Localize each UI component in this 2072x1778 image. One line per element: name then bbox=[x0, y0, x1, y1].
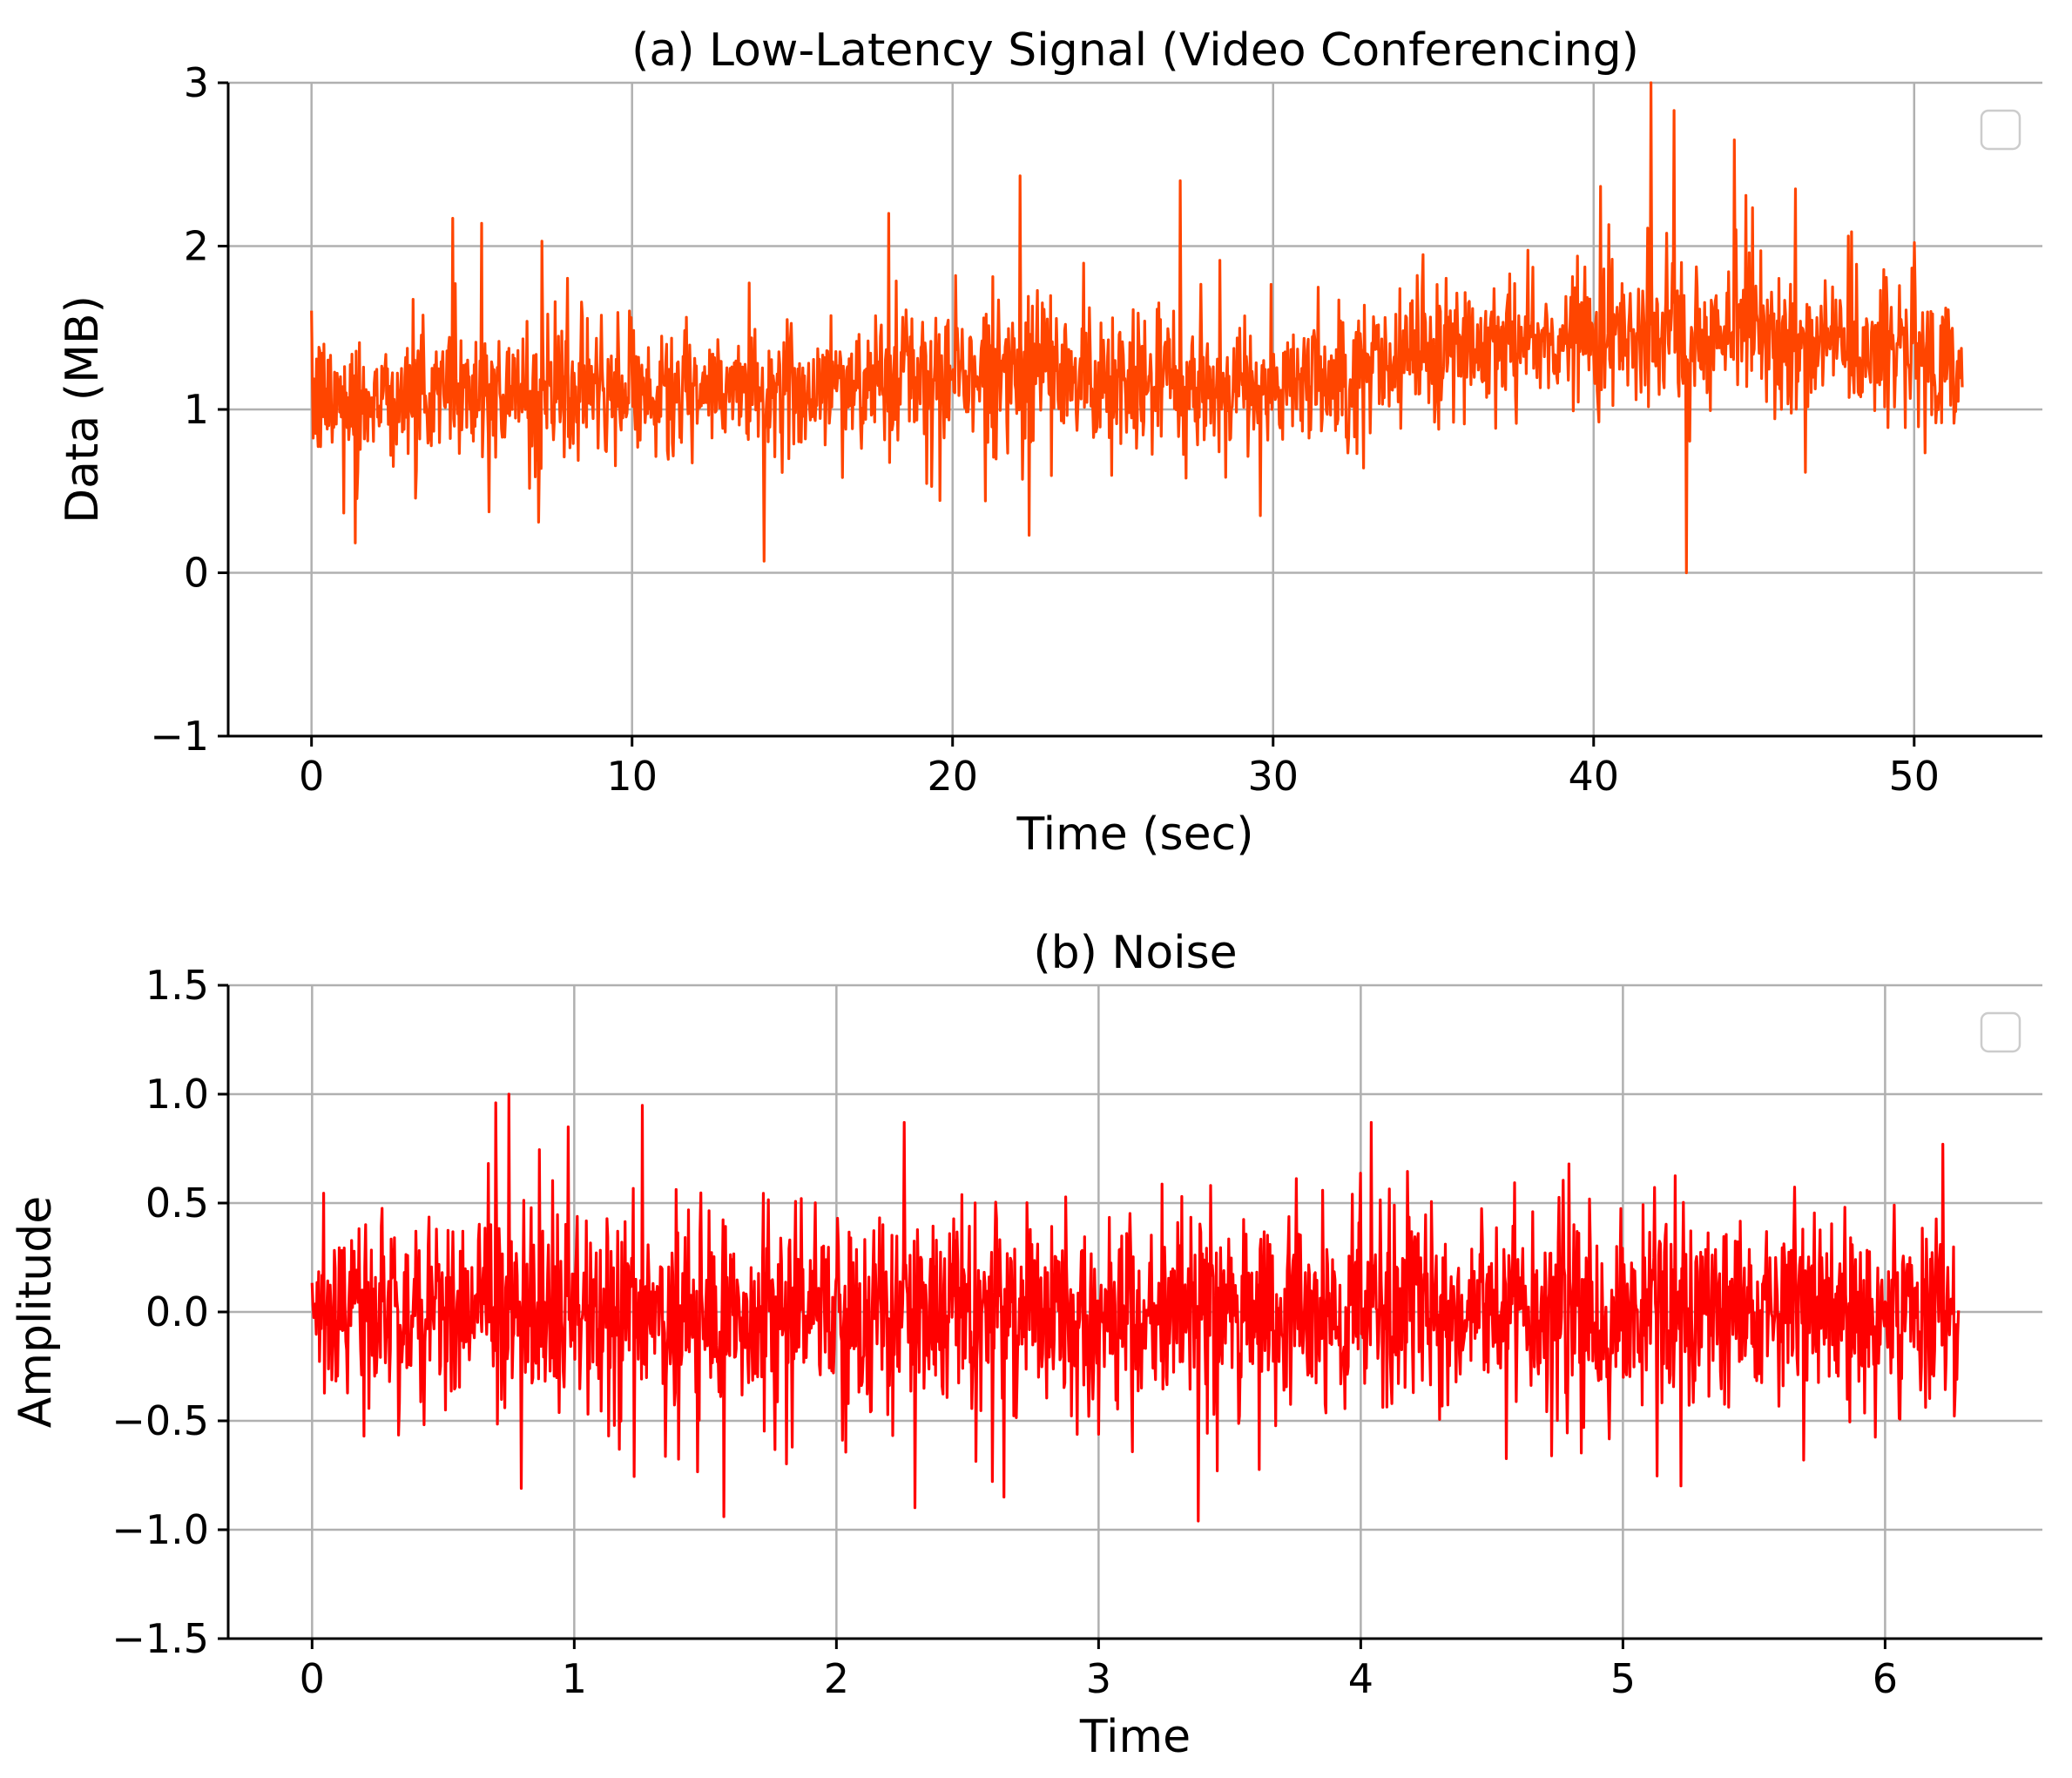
panel-a-x-tick-label-1: 10 bbox=[606, 753, 658, 800]
panel-b-x-tick-label-5: 5 bbox=[1610, 1655, 1636, 1702]
panel-a-chart: 0 10 20 30 40 50 −1 0 1 2 3 (a) Low-Latency Signa… bbox=[57, 24, 2042, 861]
panel-b-noise-line bbox=[310, 1092, 1961, 1523]
panel-a-y-tick-label-3: 2 bbox=[184, 223, 209, 270]
panel-b-x-axis-label: Time bbox=[1079, 1711, 1191, 1763]
panel-a-y-ticks: −1 0 1 2 3 bbox=[150, 59, 228, 760]
panel-b-y-tick-label-6: 1.5 bbox=[145, 962, 209, 1009]
panel-b-title: (b) Noise bbox=[1033, 927, 1237, 979]
panel-b-x-tick-label-6: 6 bbox=[1873, 1655, 1898, 1702]
panel-b-y-tick-label-0: −1.5 bbox=[111, 1615, 209, 1662]
panel-a-legend-box bbox=[1980, 109, 2021, 151]
panel-a-x-tick-label-0: 0 bbox=[299, 753, 324, 800]
panel-b-y-tick-label-4: 0.5 bbox=[145, 1180, 209, 1227]
panel-b-x-tick-label-1: 1 bbox=[562, 1655, 587, 1702]
panel-a-y-axis-label: Data (MB) bbox=[57, 295, 109, 524]
panel-a-x-ticks: 0 10 20 30 40 50 bbox=[299, 736, 1940, 800]
panel-b-x-tick-label-2: 2 bbox=[824, 1655, 849, 1702]
panel-a-x-tick-label-3: 30 bbox=[1247, 753, 1299, 800]
panel-b-y-tick-label-3: 0.0 bbox=[145, 1288, 209, 1335]
panel-b-y-axis-label: Amplitude bbox=[10, 1196, 62, 1428]
panel-b-x-tick-label-3: 3 bbox=[1086, 1655, 1111, 1702]
panel-b-legend-box bbox=[1980, 1011, 2021, 1053]
panel-b-legend bbox=[1980, 1011, 2021, 1053]
panel-a-x-tick-label-2: 20 bbox=[927, 753, 978, 800]
panel-a-title: (a) Low-Latency Signal (Video Conferenci… bbox=[631, 24, 1639, 77]
panel-a-y-tick-label-1: 0 bbox=[184, 550, 209, 597]
panel-b-y-tick-label-2: −0.5 bbox=[111, 1397, 209, 1444]
panel-a-y-tick-label-2: 1 bbox=[184, 386, 209, 433]
panel-a-legend bbox=[1980, 109, 2021, 151]
panel-a-x-tick-label-5: 50 bbox=[1889, 753, 1940, 800]
panel-a-x-axis-label: Time (sec) bbox=[1016, 808, 1253, 861]
panel-b-y-tick-label-5: 1.0 bbox=[145, 1071, 209, 1118]
panel-a-y-tick-label-4: 3 bbox=[184, 59, 209, 106]
panel-b-y-tick-label-1: −1.0 bbox=[111, 1506, 209, 1553]
panel-b-x-ticks: 0 1 2 3 4 5 6 bbox=[300, 1639, 1898, 1702]
panel-a-signal-line bbox=[310, 81, 1964, 575]
panel-b-y-ticks: −1.5 −1.0 −0.5 0.0 0.5 1.0 1.5 bbox=[111, 962, 228, 1662]
panel-b-x-tick-label-4: 4 bbox=[1348, 1655, 1373, 1702]
panel-b-x-tick-label-0: 0 bbox=[300, 1655, 325, 1702]
panel-a-y-tick-label-0: −1 bbox=[150, 713, 209, 760]
panel-b-chart: 0 1 2 3 4 5 6 −1.5 −1.0 −0.5 0.0 0.5 1.0 1.5 (b) Noi… bbox=[10, 927, 2042, 1763]
panel-a-x-tick-label-4: 40 bbox=[1568, 753, 1619, 800]
